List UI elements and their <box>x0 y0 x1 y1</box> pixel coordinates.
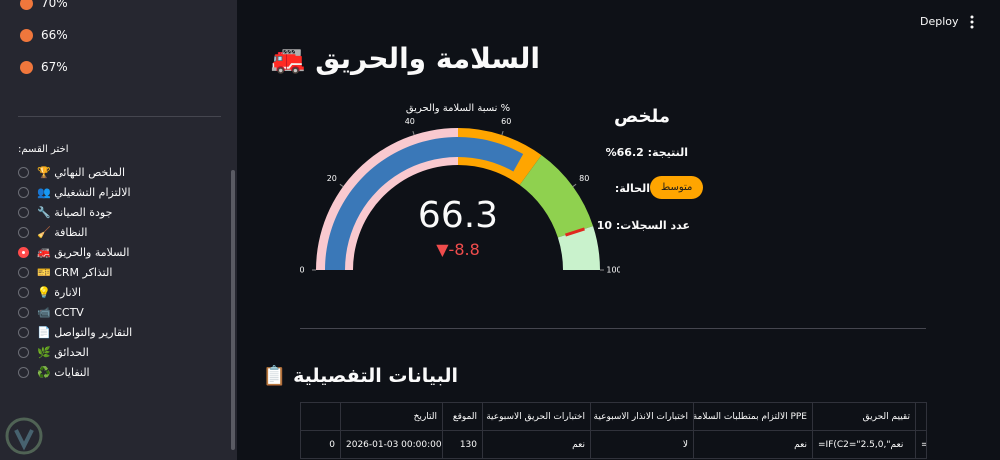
radio-text: الملخص النهائي 🏆 <box>37 166 126 179</box>
page-title: السلامة والحريق 🚒 <box>270 42 540 75</box>
gauge-chart: 0 20 40 60 80 100 % نسبة السلامة والحريق 66.3 ▼-… <box>300 103 620 275</box>
table-cell: نعم <box>693 430 813 459</box>
percent-item: 66% <box>20 28 68 42</box>
menu-button[interactable] <box>966 14 978 30</box>
percent-item: 70% <box>20 0 68 10</box>
gauge-tick-label: 40 <box>405 117 415 126</box>
percent-text: 67% <box>41 60 68 74</box>
radio-text: التذاكر CRM 🎫 <box>37 266 113 279</box>
radio-text: السلامة والحريق 🚒 <box>37 246 130 259</box>
gauge-tick <box>412 130 415 136</box>
deploy-button[interactable]: Deploy <box>920 15 959 28</box>
header-cell: الموقع <box>442 402 483 431</box>
divider <box>18 116 221 117</box>
gauge-tick-label: 20 <box>327 174 337 183</box>
sidebar: 70% 66% 67% اختر القسم: الملخص النهائي 🏆 ال… <box>0 0 237 460</box>
header-cell: PPE الالتزام بمتطلبات السلامة <box>693 402 813 431</box>
gauge-step <box>519 155 594 238</box>
table-header: التاريخ الموقع اختبارات الحريق الاسبوعية اخ… <box>300 402 927 431</box>
status-dot <box>20 28 33 42</box>
radio-circle <box>18 307 29 318</box>
radio-option[interactable]: الحدائق 🌿 <box>18 346 89 359</box>
radio-text: الالتزام التشغيلي 👥 <box>37 186 131 199</box>
gauge-tick-label: 60 <box>501 117 511 126</box>
gauge-tick <box>572 183 577 187</box>
radio-circle <box>18 367 29 378</box>
radio-option[interactable]: CCTV 📹 <box>18 306 84 319</box>
radio-circle <box>18 227 29 238</box>
summary-records: عدد السجلات: 10 <box>596 219 690 232</box>
gauge-title: % نسبة السلامة والحريق <box>406 103 510 114</box>
table-cell: = <box>915 430 927 459</box>
logo <box>5 417 43 455</box>
summary-score: النتيجة: 66.2% <box>605 146 688 159</box>
header-cell <box>915 402 927 431</box>
radio-option[interactable]: جودة الصيانة 🔧 <box>18 206 112 219</box>
radio-circle <box>18 247 29 258</box>
radio-label: اختر القسم: <box>18 144 69 155</box>
section-title: البيانات التفصيلية 📋 <box>262 365 458 387</box>
radio-text: النفايات ♻️ <box>37 366 90 379</box>
table-cell: لا <box>590 430 694 459</box>
radio-circle <box>18 287 29 298</box>
radio-text: النظافة 🧹 <box>37 226 88 239</box>
gauge-tick-label: 100 <box>606 266 620 275</box>
header-cell <box>300 402 341 431</box>
table-cell: 130 <box>442 430 483 459</box>
radio-circle <box>18 267 29 278</box>
percent-text: 70% <box>41 0 68 10</box>
radio-text: الحدائق 🌿 <box>37 346 89 359</box>
table-cell: 2026-01-03 00:00:00 <box>340 430 443 459</box>
data-table: التاريخ الموقع اختبارات الحريق الاسبوعية اخ… <box>300 402 927 459</box>
scrollbar[interactable] <box>231 170 235 450</box>
gauge-threshold <box>565 227 585 237</box>
gauge-delta: ▼-8.8 <box>436 240 480 259</box>
status-dot <box>20 60 33 74</box>
gauge-tick-label: 80 <box>579 174 589 183</box>
header-cell: اختبارات الانذار الاسبوعية <box>590 402 694 431</box>
gauge-tick <box>339 183 344 187</box>
status-badge: متوسط <box>650 176 704 199</box>
radio-option[interactable]: النظافة 🧹 <box>18 226 87 239</box>
status-dot <box>20 0 33 10</box>
gauge-tick-label: 0 <box>300 266 305 275</box>
radio-option[interactable]: الملخص النهائي 🏆 <box>18 166 125 179</box>
gauge-tick <box>501 130 504 136</box>
radio-option[interactable]: السلامة والحريق 🚒 <box>18 246 129 259</box>
table-cell: =IF(C2="نعم",2.5,0 <box>812 430 916 459</box>
gauge-step <box>316 128 458 270</box>
status-label: الحالة: <box>614 182 650 195</box>
radio-circle <box>18 327 29 338</box>
radio-option[interactable]: الالتزام التشغيلي 👥 <box>18 186 131 199</box>
table-cell: 0 <box>300 430 341 459</box>
table-row: 0 2026-01-03 00:00:00 130 نعم لا نعم =IF(C2="ن… <box>300 430 927 459</box>
radio-option[interactable]: التقارير والتواصل 📄 <box>18 326 132 339</box>
gauge-value: 66.3 <box>418 195 498 236</box>
radio-circle <box>18 187 29 198</box>
radio-option[interactable]: النفايات ♻️ <box>18 366 90 379</box>
radio-option[interactable]: الانارة 💡 <box>18 286 81 299</box>
radio-text: CCTV 📹 <box>37 306 84 319</box>
header-cell: تقييم الحريق <box>812 402 916 431</box>
radio-circle <box>18 347 29 358</box>
header-cell: اختبارات الحريق الاسبوعية <box>482 402 591 431</box>
radio-text: جودة الصيانة 🔧 <box>37 206 113 219</box>
gauge-step <box>557 226 600 270</box>
header-cell: التاريخ <box>340 402 443 431</box>
radio-text: التقارير والتواصل 📄 <box>37 326 133 339</box>
divider <box>300 328 926 329</box>
percent-item: 67% <box>20 60 68 74</box>
percent-text: 66% <box>41 28 68 42</box>
radio-circle <box>18 207 29 218</box>
table-cell: نعم <box>482 430 591 459</box>
radio-text: الانارة 💡 <box>37 286 82 299</box>
gauge-bar <box>325 136 524 270</box>
summary-title: ملخص <box>613 106 670 127</box>
radio-option[interactable]: التذاكر CRM 🎫 <box>18 266 112 279</box>
radio-circle <box>18 167 29 178</box>
